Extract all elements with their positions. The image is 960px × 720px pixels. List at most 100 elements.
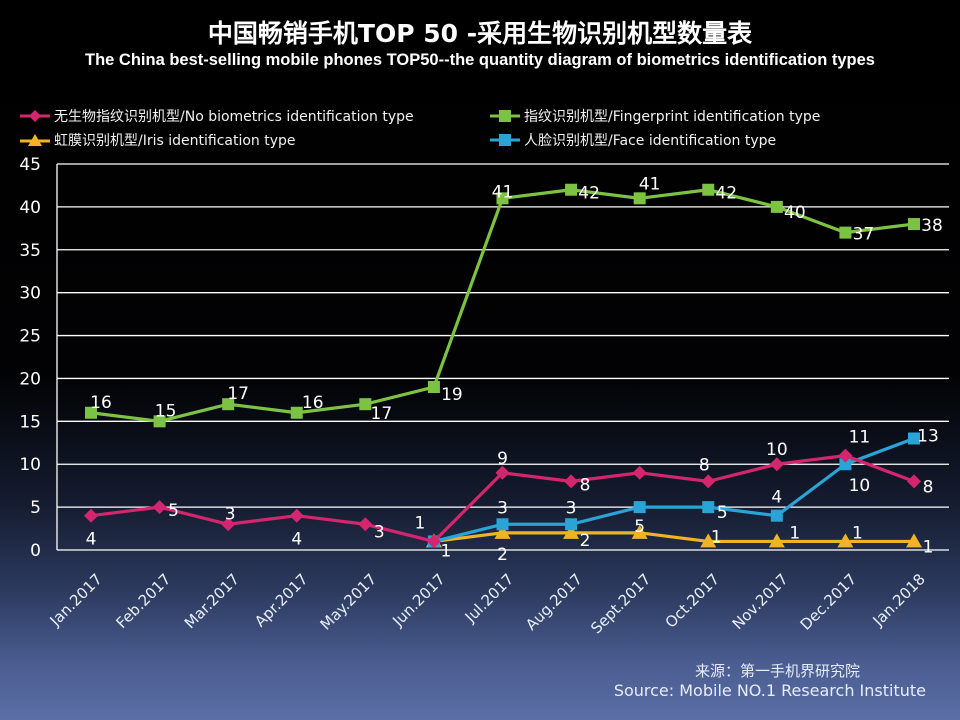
data-label: 37	[853, 225, 875, 245]
data-label: 16	[90, 393, 112, 413]
data-label: 3	[374, 522, 385, 542]
x-tick-label: Jan.2017	[46, 570, 106, 630]
x-tick-label: Aug.2017	[522, 570, 586, 634]
data-label: 13	[917, 426, 939, 446]
triangle-marker	[631, 524, 648, 539]
square-marker-icon	[490, 134, 520, 146]
y-tick-label: 15	[19, 412, 41, 432]
diamond-marker-icon	[20, 110, 50, 122]
x-tick-label: Dec.2017	[797, 570, 861, 634]
x-tick-label: Jan.2018	[869, 570, 929, 630]
source-cn: 来源：第一手机界研究院	[694, 662, 860, 680]
legend-item-face: 人脸识别机型/Face identification type	[490, 130, 776, 150]
legend-item-iris: 虹膜识别机型/Iris identification type	[20, 130, 296, 150]
data-label: 41	[492, 182, 514, 202]
y-tick-label: 5	[30, 498, 41, 518]
square-marker	[290, 406, 303, 419]
y-tick-label: 30	[19, 284, 41, 304]
series-line	[433, 531, 914, 544]
data-label: 16	[302, 393, 324, 413]
x-tick-label: Oct.2017	[662, 570, 723, 631]
diamond-marker	[426, 534, 441, 549]
legend-label: 无生物指纹识别机型/No biometrics identification t…	[54, 109, 414, 125]
series-line	[433, 436, 915, 543]
data-label: 1	[711, 527, 722, 547]
square-marker	[359, 398, 372, 411]
legend-label: 人脸识别机型/Face identification type	[524, 133, 777, 149]
square-marker	[633, 501, 646, 514]
diamond-marker	[221, 517, 236, 532]
data-label: 1	[852, 523, 863, 543]
series-line	[90, 188, 915, 423]
data-label: 8	[580, 475, 591, 495]
y-tick-label: 20	[19, 369, 41, 389]
data-label: 2	[497, 545, 508, 565]
square-marker	[496, 192, 509, 205]
data-label: 1	[923, 537, 934, 557]
y-tick-label: 40	[19, 198, 41, 218]
legend-label: 虹膜识别机型/Iris identification type	[54, 133, 296, 149]
data-label: 1	[441, 541, 452, 561]
square-marker	[908, 432, 920, 445]
square-marker	[85, 406, 97, 419]
data-label: 19	[441, 385, 463, 405]
data-label: 10	[766, 440, 788, 460]
x-tick-label: Nov.2017	[729, 570, 792, 633]
diamond-marker	[701, 474, 716, 489]
data-label: 17	[371, 404, 393, 424]
y-tick-label: 0	[30, 541, 41, 561]
y-tick-label: 35	[19, 241, 41, 261]
triangle-marker	[563, 524, 580, 539]
square-marker	[702, 501, 715, 514]
x-tick-label: Sept.2017	[587, 570, 654, 637]
triangle-marker	[768, 533, 785, 548]
data-label: 4	[771, 488, 782, 508]
data-label: 3	[497, 498, 508, 518]
data-label: 5	[168, 501, 179, 521]
square-marker	[908, 218, 920, 231]
triangle-marker	[906, 533, 922, 548]
data-label: 42	[715, 184, 737, 204]
data-label: 41	[639, 174, 661, 194]
data-label: 2	[580, 531, 591, 551]
data-label: 40	[784, 203, 806, 223]
diamond-marker	[289, 508, 304, 523]
triangle-marker	[837, 533, 854, 548]
data-label: 17	[227, 384, 249, 404]
data-label: 3	[566, 498, 577, 518]
legend-item-no-biometrics: 无生物指纹识别机型/No biometrics identification t…	[20, 106, 414, 126]
diamond-marker	[769, 457, 784, 472]
x-tick-label: May.2017	[317, 570, 381, 634]
square-marker	[770, 509, 783, 522]
data-label: 42	[578, 184, 600, 204]
data-label: 4	[86, 530, 97, 550]
data-label: 9	[497, 449, 508, 469]
x-tick-label: Mar.2017	[181, 570, 243, 632]
x-tick-label: Jul.2017	[461, 570, 518, 627]
square-marker	[702, 183, 715, 196]
chart-subtitle: The China best-selling mobile phones TOP…	[85, 51, 875, 69]
data-label: 8	[699, 455, 710, 475]
diamond-marker	[84, 508, 98, 523]
x-tick-label: Apr.2017	[251, 570, 311, 630]
x-tick-label: Jun.2017	[388, 570, 448, 630]
data-label: 8	[923, 477, 934, 497]
diamond-marker	[838, 448, 853, 463]
data-label: 5	[634, 517, 645, 537]
triangle-marker	[700, 533, 717, 548]
triangle-marker-icon	[20, 134, 50, 146]
square-marker	[496, 518, 509, 531]
legend-item-fingerprint: 指纹识别机型/Fingerprint identification type	[490, 106, 820, 126]
data-label: 10	[849, 476, 871, 496]
square-marker	[839, 226, 852, 239]
data-label: 4	[291, 530, 302, 550]
chart-title: 中国畅销手机TOP 50 -采用生物识别机型数量表	[207, 19, 753, 48]
square-marker	[633, 192, 646, 205]
data-label: 3	[225, 504, 236, 524]
square-marker	[770, 200, 783, 213]
data-label: 38	[921, 216, 943, 236]
y-tick-label: 25	[19, 327, 41, 347]
diamond-marker	[632, 465, 647, 480]
y-tick-label: 10	[19, 455, 41, 475]
